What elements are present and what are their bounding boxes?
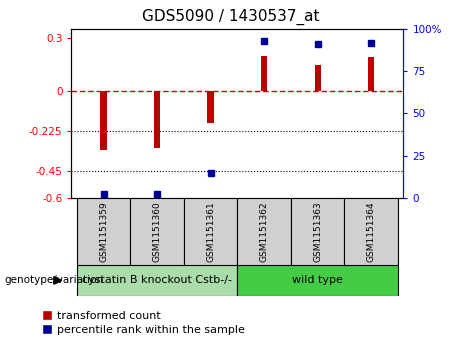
Bar — [77, 265, 237, 296]
Text: GSM1151363: GSM1151363 — [313, 201, 322, 262]
Bar — [368, 57, 374, 91]
Bar — [77, 198, 130, 265]
Bar — [207, 91, 214, 123]
Text: wild type: wild type — [292, 276, 343, 285]
Bar — [184, 198, 237, 265]
Bar — [154, 91, 160, 148]
Text: GDS5090 / 1430537_at: GDS5090 / 1430537_at — [142, 9, 319, 25]
Bar — [261, 56, 267, 91]
Bar — [344, 198, 398, 265]
Text: cystatin B knockout Cstb-/-: cystatin B knockout Cstb-/- — [82, 276, 232, 285]
Bar — [237, 198, 291, 265]
Bar — [314, 65, 321, 91]
Text: GSM1151359: GSM1151359 — [99, 201, 108, 262]
Text: genotype/variation: genotype/variation — [5, 275, 104, 285]
Bar — [130, 198, 184, 265]
Text: GSM1151362: GSM1151362 — [260, 201, 269, 262]
Bar — [100, 91, 107, 150]
Text: GSM1151360: GSM1151360 — [153, 201, 162, 262]
Text: GSM1151364: GSM1151364 — [367, 201, 376, 262]
Legend: transformed count, percentile rank within the sample: transformed count, percentile rank withi… — [42, 310, 245, 335]
Bar — [237, 265, 398, 296]
Text: GSM1151361: GSM1151361 — [206, 201, 215, 262]
Bar — [291, 198, 344, 265]
